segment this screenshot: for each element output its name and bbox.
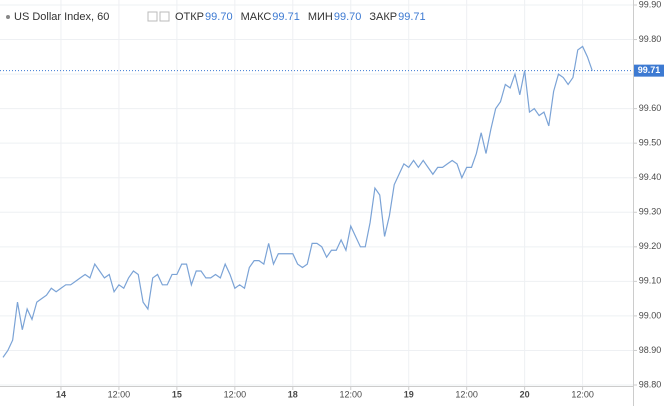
stat-label: ЗАКР — [369, 11, 397, 23]
x-tick-label: 12:00 — [455, 389, 478, 399]
x-tick-label: 20 — [520, 389, 530, 399]
x-tick-label: 12:00 — [571, 389, 594, 399]
stat-value: 99.70 — [205, 11, 233, 23]
stat-value: 99.71 — [272, 11, 300, 23]
indicator-dot — [6, 15, 10, 19]
y-tick-label: 99.20 — [639, 241, 662, 251]
stat-value: 99.70 — [334, 11, 362, 23]
stat-value: 99.71 — [398, 11, 426, 23]
stat-label: МИН — [308, 11, 333, 23]
y-tick-label: 99.00 — [639, 310, 662, 320]
icon[interactable] — [159, 11, 170, 22]
y-tick-label: 99.60 — [639, 103, 662, 113]
price-line — [2, 45, 593, 358]
x-tick-label: 15 — [172, 389, 182, 399]
x-tick-label: 12:00 — [339, 389, 362, 399]
x-tick-label: 18 — [288, 389, 298, 399]
y-tick-label: 99.50 — [639, 138, 662, 148]
y-tick-label: 99.40 — [639, 172, 662, 182]
legend-header: US Dollar Index, 60 ОТКР 99.70 МАКС 99.71 МИ… — [6, 11, 426, 23]
x-tick-label: 12:00 — [224, 389, 247, 399]
x-tick-label: 12:00 — [108, 389, 131, 399]
y-tick-label: 99.90 — [639, 0, 662, 9]
x-tick-label: 14 — [56, 389, 66, 399]
y-tick-label: 99.30 — [639, 207, 662, 217]
grid — [0, 0, 633, 386]
y-tick-label: 98.80 — [639, 379, 662, 389]
x-tick-label: 19 — [404, 389, 414, 399]
stat-label: МАКС — [241, 11, 272, 23]
icon[interactable] — [147, 11, 158, 22]
stat-label: ОТКР — [175, 11, 204, 23]
last-price-box — [634, 64, 664, 77]
y-tick-label: 99.80 — [639, 34, 662, 44]
y-tick-label: 98.90 — [639, 345, 662, 355]
last-price-label: 99.71 — [638, 65, 661, 75]
y-tick-label: 99.10 — [639, 276, 662, 286]
chart-title: US Dollar Index, 60 — [14, 11, 109, 23]
